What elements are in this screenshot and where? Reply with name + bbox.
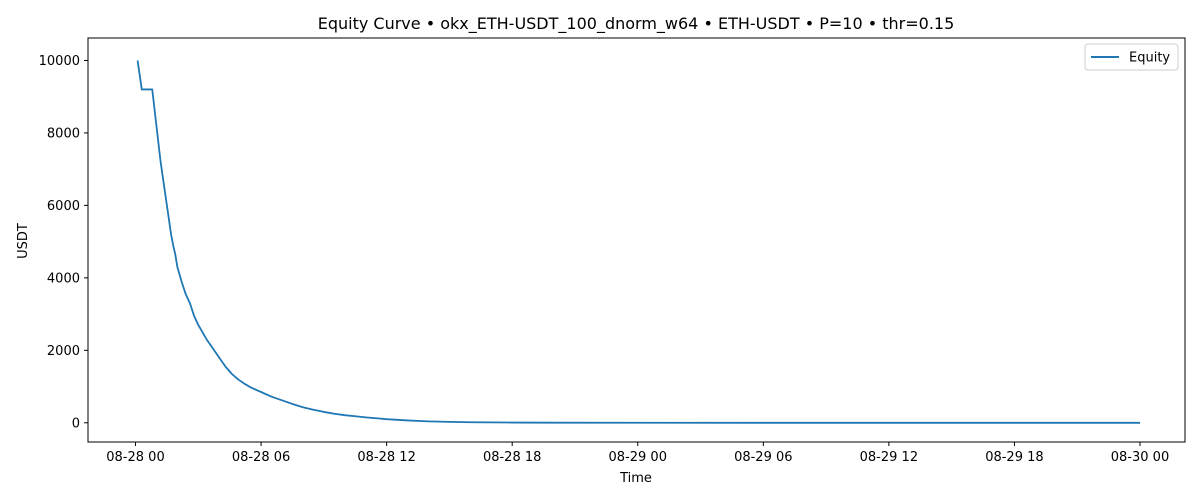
x-tick-label: 08-29 18 — [985, 450, 1043, 465]
y-tick-label: 2000 — [47, 344, 80, 359]
series-line-equity — [136, 60, 1141, 424]
legend: Equity — [1084, 43, 1179, 71]
y-axis-label: USDT — [16, 223, 31, 259]
x-axis: 08-28 00 08-28 06 08-28 12 08-28 18 08-29 00… — [106, 442, 1169, 465]
x-tick-label: 08-29 12 — [860, 450, 918, 465]
y-axis: 0 2000 4000 6000 8000 10000 — [39, 54, 88, 431]
y-tick-label: 0 — [72, 416, 80, 431]
legend-equity-label: Equity — [1129, 51, 1170, 66]
y-tick-label: 10000 — [39, 54, 80, 69]
x-tick-label: 08-29 00 — [609, 450, 667, 465]
y-tick-label: 4000 — [47, 271, 80, 286]
x-tick-label: 08-28 06 — [232, 450, 290, 465]
x-tick-label: 08-29 06 — [734, 450, 792, 465]
x-tick-label: 08-28 12 — [357, 450, 415, 465]
x-tick-label: 08-30 00 — [1111, 450, 1169, 465]
x-axis-label: Time — [619, 471, 652, 486]
x-tick-label: 08-28 18 — [483, 450, 541, 465]
plot-frame — [87, 37, 1186, 443]
chart-title: Equity Curve • okx_ETH-USDT_100_dnorm_w6… — [318, 14, 955, 34]
y-tick-label: 6000 — [47, 199, 80, 214]
legend-box — [1084, 43, 1179, 71]
x-tick-label: 08-28 00 — [106, 450, 164, 465]
y-tick-label: 8000 — [47, 126, 80, 141]
